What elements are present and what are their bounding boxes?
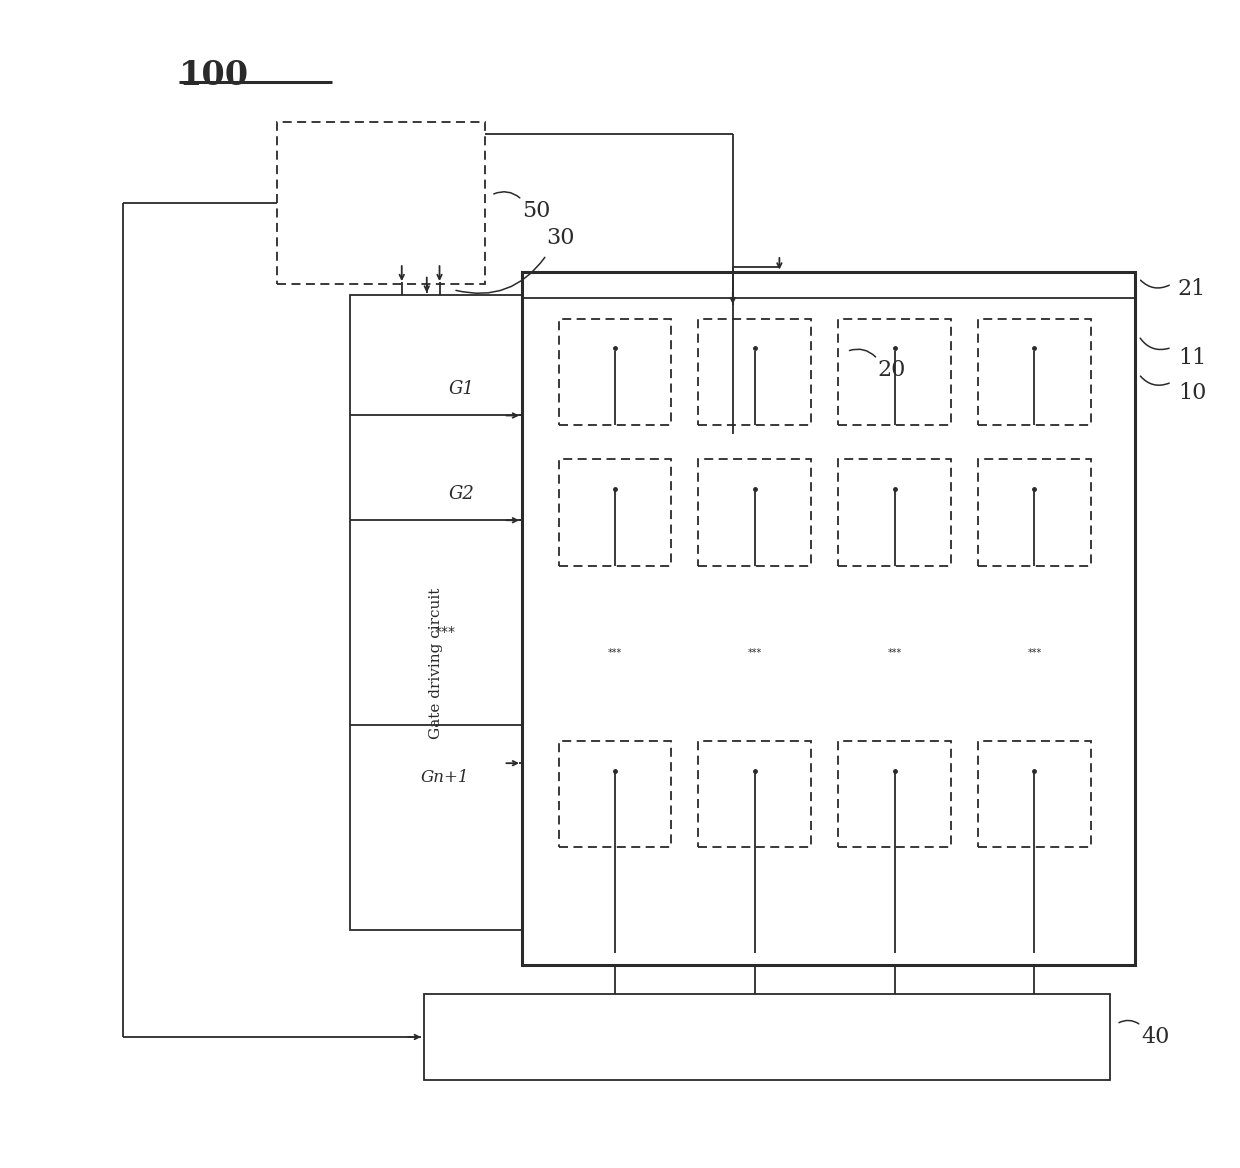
Bar xyxy=(698,319,811,425)
Text: 100: 100 xyxy=(179,58,249,92)
Text: ***: *** xyxy=(748,648,763,659)
Bar xyxy=(978,319,1091,425)
Text: 40: 40 xyxy=(1141,1026,1169,1048)
Bar xyxy=(698,741,811,847)
Text: ***: *** xyxy=(888,648,901,659)
Bar xyxy=(978,741,1091,847)
Text: G1: G1 xyxy=(449,380,475,398)
Text: Gate driving circuit: Gate driving circuit xyxy=(429,588,443,739)
Bar xyxy=(645,307,841,434)
Bar xyxy=(838,319,951,425)
Bar xyxy=(424,994,1111,1080)
Text: 30: 30 xyxy=(547,228,575,249)
Text: G2: G2 xyxy=(449,485,475,502)
Bar xyxy=(838,459,951,565)
Text: 20: 20 xyxy=(878,360,906,382)
Bar xyxy=(277,123,485,284)
Text: ***: *** xyxy=(434,625,455,639)
Bar xyxy=(559,741,672,847)
Text: 50: 50 xyxy=(522,200,551,222)
Text: ***: *** xyxy=(608,648,622,659)
Text: Gn+1: Gn+1 xyxy=(420,769,469,786)
Text: 10: 10 xyxy=(1178,382,1207,404)
Bar xyxy=(350,296,522,930)
Text: ***: *** xyxy=(1027,648,1042,659)
Bar xyxy=(522,272,1135,965)
Text: 21: 21 xyxy=(1178,278,1207,300)
Bar xyxy=(838,741,951,847)
Text: 11: 11 xyxy=(1178,347,1207,369)
Bar xyxy=(698,459,811,565)
Bar xyxy=(978,459,1091,565)
Bar xyxy=(559,459,672,565)
Bar xyxy=(559,319,672,425)
